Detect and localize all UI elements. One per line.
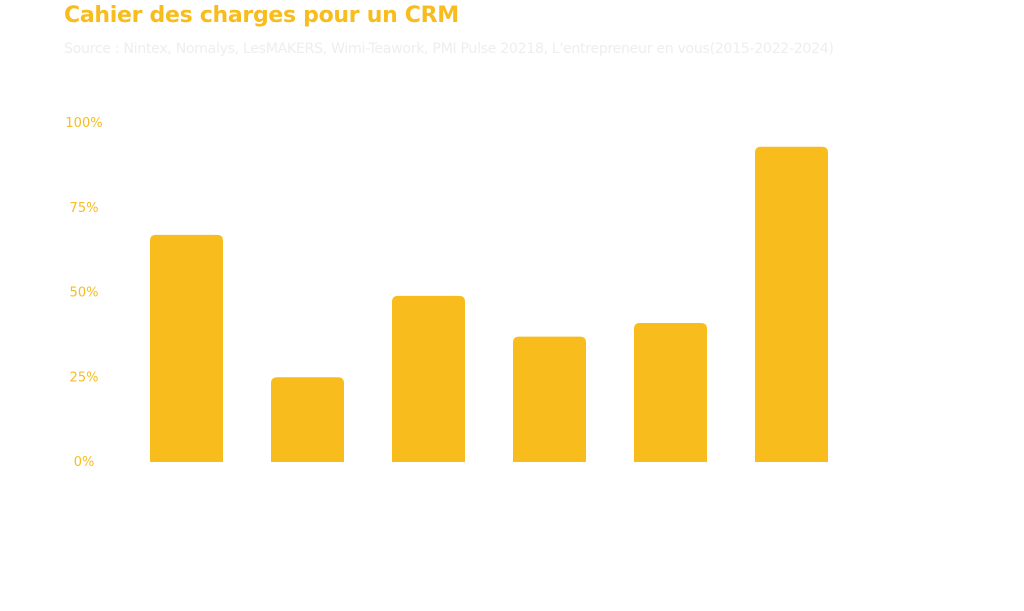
- y-tick-label: 50%: [70, 286, 99, 301]
- bar-4: [513, 336, 586, 462]
- chart-subtitle: Source : Nintex, Nomalys, LesMAKERS, Wim…: [64, 41, 834, 57]
- bar-1: [150, 234, 223, 462]
- bars: [150, 146, 828, 463]
- bar-5: [634, 323, 707, 462]
- chart-title: Cahier des charges pour un CRM: [64, 3, 459, 28]
- y-tick-label: 25%: [70, 370, 99, 385]
- y-tick-label: 100%: [65, 116, 102, 131]
- y-axis: 0% 25% 50% 75% 100%: [65, 116, 102, 470]
- y-tick-label: 75%: [70, 201, 99, 216]
- bar-3: [392, 295, 465, 462]
- y-tick-label: 0%: [74, 455, 95, 470]
- bar-2: [271, 377, 344, 462]
- bar-6: [755, 146, 828, 463]
